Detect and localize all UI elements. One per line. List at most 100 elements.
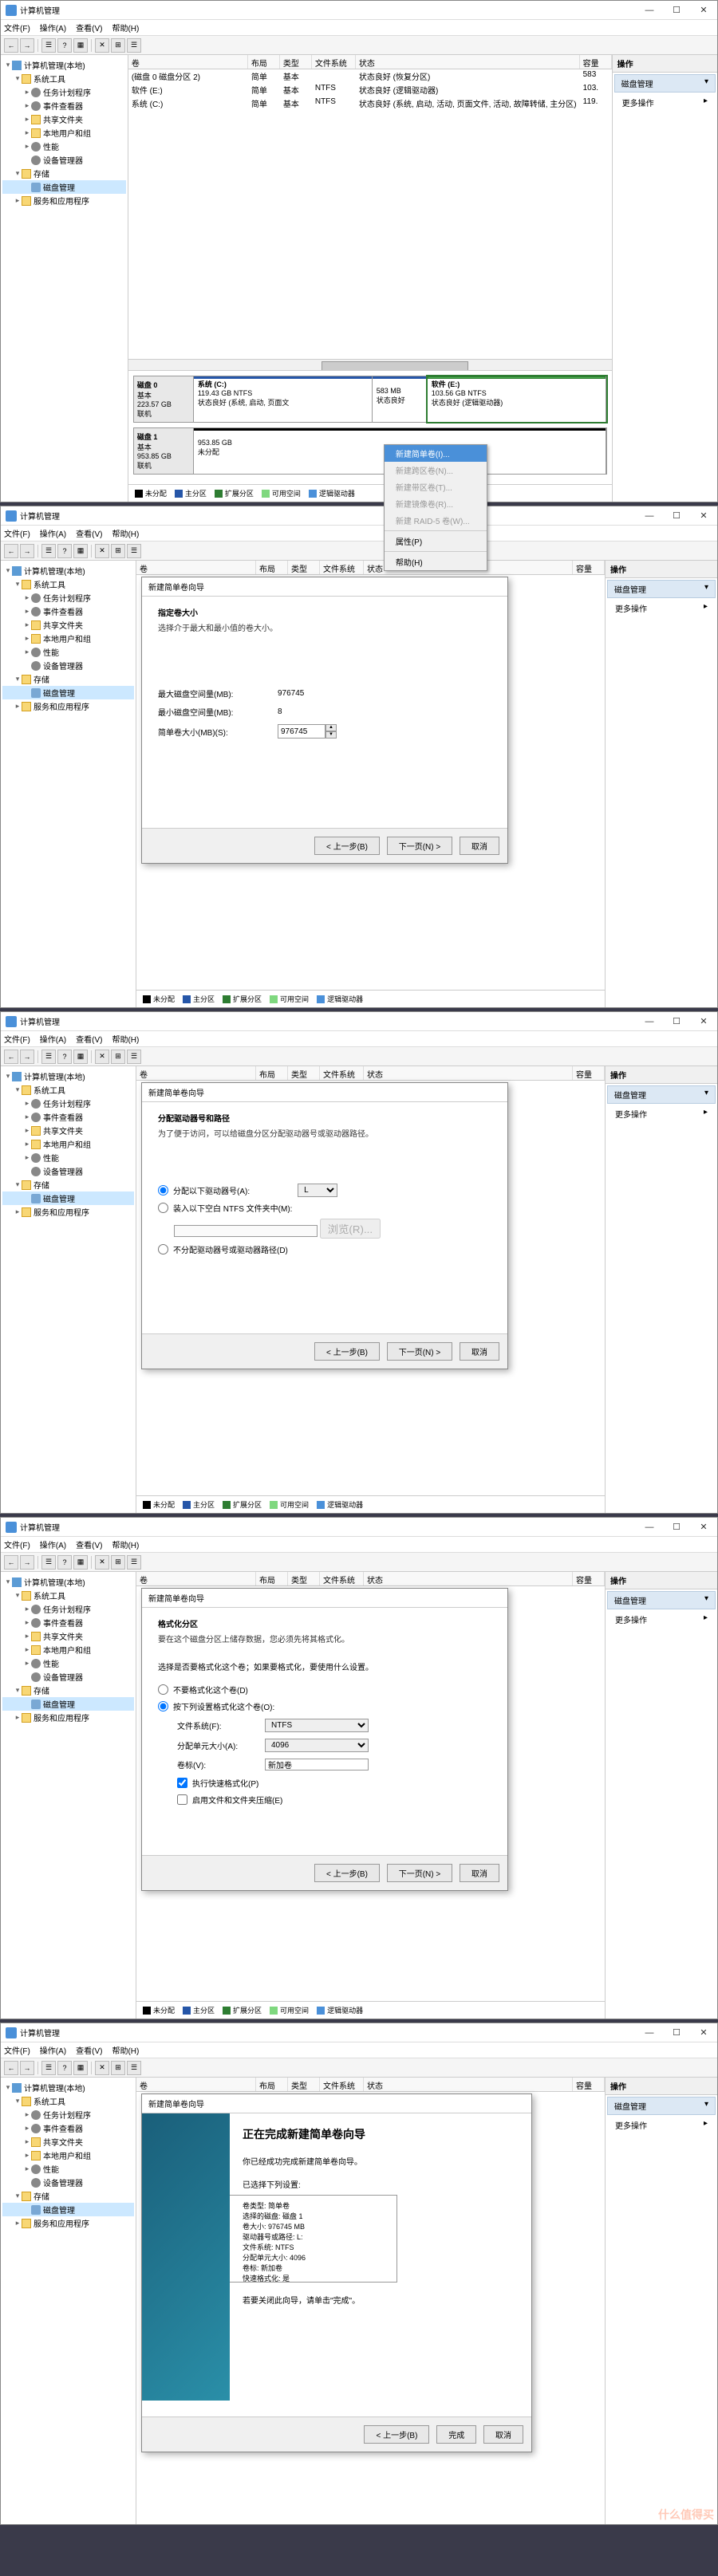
tree-eventviewer[interactable]: ▸事件查看器 (2, 99, 126, 112)
radio-no-format[interactable]: 不要格式化这个卷(D) (158, 1684, 491, 1696)
screenshot-5: 计算机管理—☐✕ 文件(F)操作(A)查看(V)帮助(H) ←→☰?▦✕⊞☰ ▾… (0, 2023, 718, 2525)
compress-checkbox[interactable] (177, 1794, 187, 1805)
fs-label: 文件系统(F): (177, 1719, 265, 1731)
screenshot-4: 计算机管理—☐✕ 文件(F)操作(A)查看(V)帮助(H) ←→☰?▦✕⊞☰ ▾… (0, 1517, 718, 2019)
next-button[interactable]: 下一页(N) > (387, 837, 453, 855)
h-scrollbar[interactable] (128, 359, 612, 370)
tree-diskmgmt[interactable]: 磁盘管理 (2, 180, 126, 194)
menubar: 文件(F) 操作(A) 查看(V) 帮助(H) (1, 20, 717, 36)
toolbar-btn[interactable]: ? (57, 38, 72, 53)
back-button[interactable]: < 上一步(B) (314, 1864, 380, 1882)
maximize-button[interactable]: ☐ (663, 1, 690, 20)
minimize-button[interactable]: — (636, 1, 663, 20)
spin-down-icon[interactable]: ▼ (325, 731, 337, 739)
action-more[interactable]: 更多操作 ▸ (613, 94, 717, 111)
toolbar-btn[interactable]: ☰ (41, 38, 56, 53)
max-size-value: 976745 (278, 689, 304, 698)
disk-map: 磁盘 0基本223.57 GB联机 系统 (C:)119.43 GB NTFS状… (128, 370, 612, 484)
legend-swatch (309, 490, 317, 498)
actions-header: 操作 (613, 55, 717, 73)
col-layout[interactable]: 布局 (248, 55, 280, 69)
cancel-button[interactable]: 取消 (460, 1864, 499, 1882)
quick-format-checkbox[interactable] (177, 1778, 187, 1788)
spin-up-icon[interactable]: ▲ (325, 724, 337, 731)
volume-row[interactable]: (磁盘 0 磁盘分区 2)简单基本状态良好 (恢复分区)583 (128, 69, 612, 83)
toolbar-btn[interactable]: ⊞ (111, 38, 125, 53)
col-type[interactable]: 类型 (280, 55, 312, 69)
volname-input[interactable] (265, 1759, 369, 1771)
toolbar-btn[interactable]: ✕ (95, 38, 109, 53)
volume-row[interactable]: 系统 (C:)简单基本NTFS状态良好 (系统, 启动, 活动, 页面文件, 活… (128, 97, 612, 110)
disk-info[interactable]: 磁盘 1基本953.85 GB联机 (134, 428, 194, 474)
next-button[interactable]: 下一页(N) > (387, 1864, 453, 1882)
wizard-heading: 指定卷大小 (158, 606, 491, 618)
col-vol[interactable]: 卷 (128, 55, 248, 69)
size-spinner[interactable]: ▲▼ (278, 724, 337, 739)
back-button[interactable]: < 上一步(B) (314, 1342, 380, 1361)
radio-assign-letter[interactable]: 分配以下驱动器号(A): L (158, 1184, 491, 1197)
min-size-label: 最小磁盘空间量(MB): (158, 706, 278, 718)
back-button[interactable]: < 上一步(B) (314, 837, 380, 855)
partition[interactable]: 系统 (C:)119.43 GB NTFS状态良好 (系统, 启动, 页面文 (194, 376, 373, 422)
menu-help[interactable]: 帮助(H) (112, 22, 139, 33)
volume-header: 卷 布局 类型 文件系统 状态 容量 (128, 55, 612, 69)
legend-swatch (175, 490, 183, 498)
finish-button[interactable]: 完成 (436, 2425, 476, 2444)
radio-input[interactable] (158, 1203, 168, 1213)
forward-button[interactable]: → (20, 38, 34, 53)
watermark: 什么值得买 (658, 2507, 714, 2523)
drive-letter-select[interactable]: L (298, 1184, 337, 1197)
wizard-heading: 分配驱动器号和路径 (158, 1112, 491, 1124)
disk-row-0: 磁盘 0基本223.57 GB联机 系统 (C:)119.43 GB NTFS状… (133, 376, 607, 423)
radio-input[interactable] (158, 1185, 168, 1195)
cancel-button[interactable]: 取消 (483, 2425, 523, 2444)
radio-mount[interactable]: 装入以下空白 NTFS 文件夹中(M): (158, 1202, 491, 1214)
radio-input[interactable] (158, 1244, 168, 1255)
action-diskmgmt[interactable]: 磁盘管理 ▾ (614, 74, 716, 93)
tree-services[interactable]: ▸服务和应用程序 (2, 194, 126, 207)
tree-scheduler[interactable]: ▸任务计划程序 (2, 85, 126, 99)
alloc-label: 分配单元大小(A): (177, 1739, 265, 1751)
alloc-select[interactable]: 4096 (265, 1739, 369, 1752)
wizard-dialog: 新建简单卷向导 格式化分区 要在这个磁盘分区上储存数据，您必须先将其格式化。 选… (141, 1588, 508, 1891)
back-button[interactable]: ← (4, 38, 18, 53)
ctx-help[interactable]: 帮助(H) (385, 553, 487, 570)
radio-format[interactable]: 按下列设置格式化这个卷(O): (158, 1700, 491, 1712)
wizard-image (142, 2113, 230, 2401)
tree-storage[interactable]: ▾存储 (2, 167, 126, 180)
close-button[interactable]: ✕ (690, 1, 717, 20)
col-status[interactable]: 状态 (356, 55, 580, 69)
back-button[interactable]: < 上一步(B) (364, 2425, 429, 2444)
tree-root[interactable]: ▾计算机管理(本地) (2, 58, 126, 72)
volume-list: (磁盘 0 磁盘分区 2)简单基本状态良好 (恢复分区)583 软件 (E:)简… (128, 69, 612, 110)
fs-select[interactable]: NTFS (265, 1719, 369, 1732)
col-fs[interactable]: 文件系统 (312, 55, 356, 69)
disk-info[interactable]: 磁盘 0基本223.57 GB联机 (134, 376, 194, 422)
col-cap[interactable]: 容量 (580, 55, 612, 69)
ctx-props[interactable]: 属性(P) (385, 533, 487, 549)
cancel-button[interactable]: 取消 (460, 1342, 499, 1361)
tree-shared[interactable]: ▸共享文件夹 (2, 112, 126, 126)
nav-tree: ▾计算机管理(本地) ▾系统工具 ▸任务计划程序 ▸事件查看器 ▸共享文件夹 ▸… (1, 55, 128, 502)
menu-file[interactable]: 文件(F) (4, 22, 30, 33)
disk-row-1: 磁盘 1基本953.85 GB联机 953.85 GB未分配 (133, 427, 607, 475)
volume-row[interactable]: 软件 (E:)简单基本NTFS状态良好 (逻辑驱动器)103. (128, 83, 612, 97)
tree-systools[interactable]: ▾系统工具 (2, 72, 126, 85)
radio-none[interactable]: 不分配驱动器号或驱动器路径(D) (158, 1243, 491, 1255)
toolbar-btn[interactable]: ☰ (127, 38, 141, 53)
menu-view[interactable]: 查看(V) (76, 22, 102, 33)
size-input[interactable] (278, 724, 325, 739)
tree-devmgr[interactable]: 设备管理器 (2, 153, 126, 167)
screenshot-3: 计算机管理—☐✕ 文件(F)操作(A)查看(V)帮助(H) ←→☰?▦✕⊞☰ ▾… (0, 1011, 718, 1514)
toolbar-btn[interactable]: ▦ (73, 38, 88, 53)
next-button[interactable]: 下一页(N) > (387, 1342, 453, 1361)
partition[interactable]: 583 MB状态良好 (373, 376, 428, 422)
legend-swatch (262, 490, 270, 498)
menu-action[interactable]: 操作(A) (40, 22, 66, 33)
cancel-button[interactable]: 取消 (460, 837, 499, 855)
tree-users[interactable]: ▸本地用户和组 (2, 126, 126, 140)
wizard-dialog: 新建简单卷向导 指定卷大小 选择介于最大和最小值的卷大小。 最大磁盘空间量(MB… (141, 577, 508, 864)
ctx-new-simple[interactable]: 新建简单卷(I)... (385, 445, 487, 462)
tree-perf[interactable]: ▸性能 (2, 140, 126, 153)
partition[interactable]: 软件 (E:)103.56 GB NTFS状态良好 (逻辑驱动器) (428, 376, 606, 422)
